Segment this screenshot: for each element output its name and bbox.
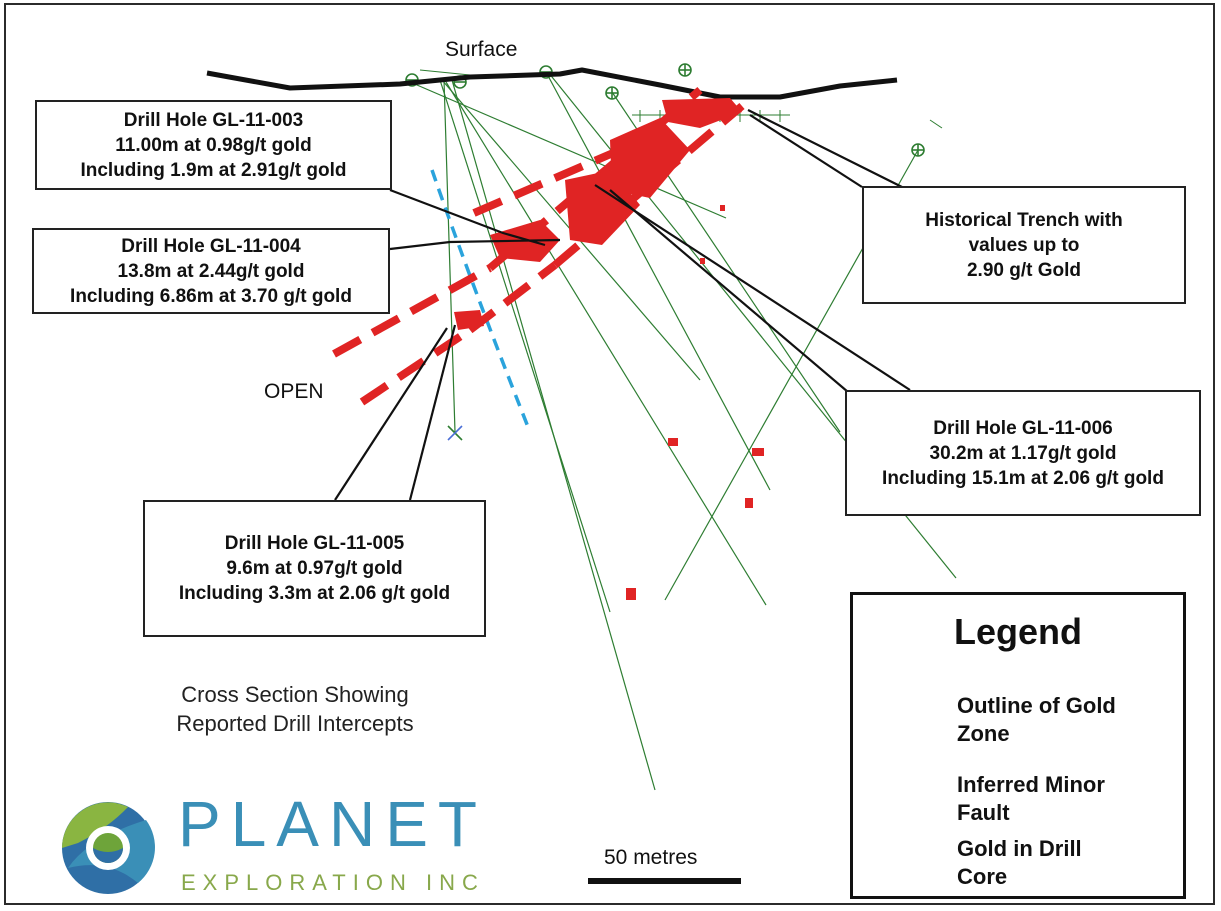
callout-line: Including 15.1m at 2.06 g/t gold (847, 466, 1199, 491)
callout-title: Historical Trench with (864, 208, 1184, 233)
callout-title: Drill Hole GL-11-005 (145, 531, 484, 556)
planet-logo-mark (62, 802, 155, 894)
callout-line: Including 6.86m at 3.70 g/t gold (34, 284, 388, 309)
callout-line: 13.8m at 2.44g/t gold (34, 259, 388, 284)
callout-hole-004: Drill Hole GL-11-004 13.8m at 2.44g/t go… (32, 228, 390, 314)
callout-line: 2.90 g/t Gold (864, 258, 1184, 283)
legend-box: Legend Outline of Gold Zone Inferred Min… (850, 592, 1186, 899)
legend-item-line: Zone (957, 720, 1116, 748)
surface-label: Surface (445, 38, 517, 62)
legend-item-line: Fault (957, 799, 1105, 827)
legend-item-line: Outline of Gold (957, 692, 1116, 720)
callout-line: 30.2m at 1.17g/t gold (847, 441, 1199, 466)
callout-title: Drill Hole GL-11-006 (847, 416, 1199, 441)
logo-wordmark: PLANET (178, 792, 487, 856)
legend-item-line: Gold in Drill (957, 835, 1082, 863)
caption-line: Cross Section Showing (130, 680, 460, 709)
scale-bar (588, 878, 741, 884)
callout-hole-005: Drill Hole GL-11-005 9.6m at 0.97g/t gol… (143, 500, 486, 637)
legend-item-line: Inferred Minor (957, 771, 1105, 799)
legend-item-fault: Inferred Minor Fault (957, 771, 1105, 827)
callout-hole-006: Drill Hole GL-11-006 30.2m at 1.17g/t go… (845, 390, 1201, 516)
callout-line: 9.6m at 0.97g/t gold (145, 556, 484, 581)
section-caption: Cross Section Showing Reported Drill Int… (130, 680, 460, 738)
callout-line: Including 1.9m at 2.91g/t gold (37, 158, 390, 183)
legend-item-gold-core: Gold in Drill Core (957, 835, 1082, 891)
logo-subtitle: EXPLORATION INC (181, 871, 485, 895)
open-label: OPEN (264, 380, 324, 404)
callout-title: Drill Hole GL-11-003 (37, 108, 390, 133)
callout-hole-003: Drill Hole GL-11-003 11.00m at 0.98g/t g… (35, 100, 392, 190)
callout-historical-trench: Historical Trench with values up to 2.90… (862, 186, 1186, 304)
drill-hole-trace (444, 80, 455, 432)
callout-title: Drill Hole GL-11-004 (34, 234, 388, 259)
scale-bar-label: 50 metres (604, 846, 697, 870)
callout-line: values up to (864, 233, 1184, 258)
legend-title: Legend (853, 611, 1183, 653)
legend-item-line: Core (957, 863, 1082, 891)
callout-line: Including 3.3m at 2.06 g/t gold (145, 581, 484, 606)
legend-item-gold-zone: Outline of Gold Zone (957, 692, 1116, 748)
caption-line: Reported Drill Intercepts (130, 709, 460, 738)
callout-line: 11.00m at 0.98g/t gold (37, 133, 390, 158)
